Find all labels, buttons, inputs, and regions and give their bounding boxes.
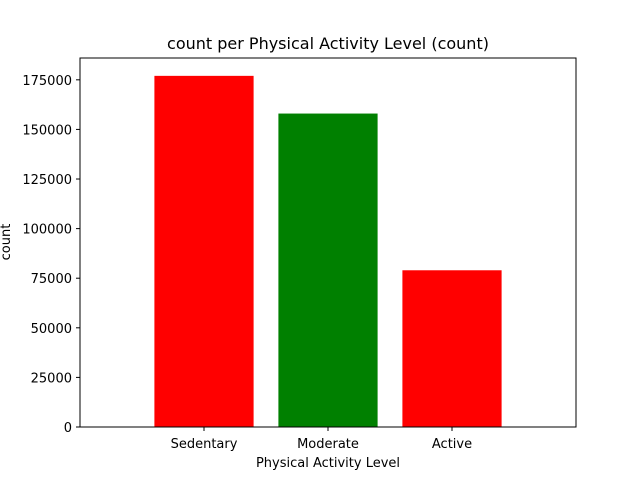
y-axis: 0 25000 50000 75000 100000 125000 150000 175000: [22, 74, 80, 436]
y-axis-label: count: [0, 224, 14, 261]
plot-area: [154, 75, 502, 428]
x-axis: Sedentary Moderate Active: [171, 427, 472, 452]
y-tick-label: 100000: [22, 223, 72, 238]
bar-sedentary: [154, 75, 254, 428]
bar-active: [402, 270, 502, 427]
x-tick-label: Moderate: [297, 437, 359, 452]
y-tick-label: 75000: [31, 272, 72, 287]
y-tick-label: 25000: [31, 371, 72, 386]
plot-frame: [79, 57, 577, 428]
bar-moderate: [278, 113, 378, 427]
x-tick-label: Active: [432, 437, 472, 452]
x-tick-label: Sedentary: [171, 437, 238, 452]
y-tick-label: 150000: [22, 123, 72, 138]
y-tick-label: 125000: [22, 173, 72, 188]
x-axis-label: Physical Activity Level: [256, 456, 400, 471]
y-tick-label: 50000: [31, 322, 72, 337]
y-tick-label: 0: [64, 421, 72, 436]
chart-title: count per Physical Activity Level (count…: [167, 34, 489, 53]
y-tick-label: 175000: [22, 74, 72, 89]
